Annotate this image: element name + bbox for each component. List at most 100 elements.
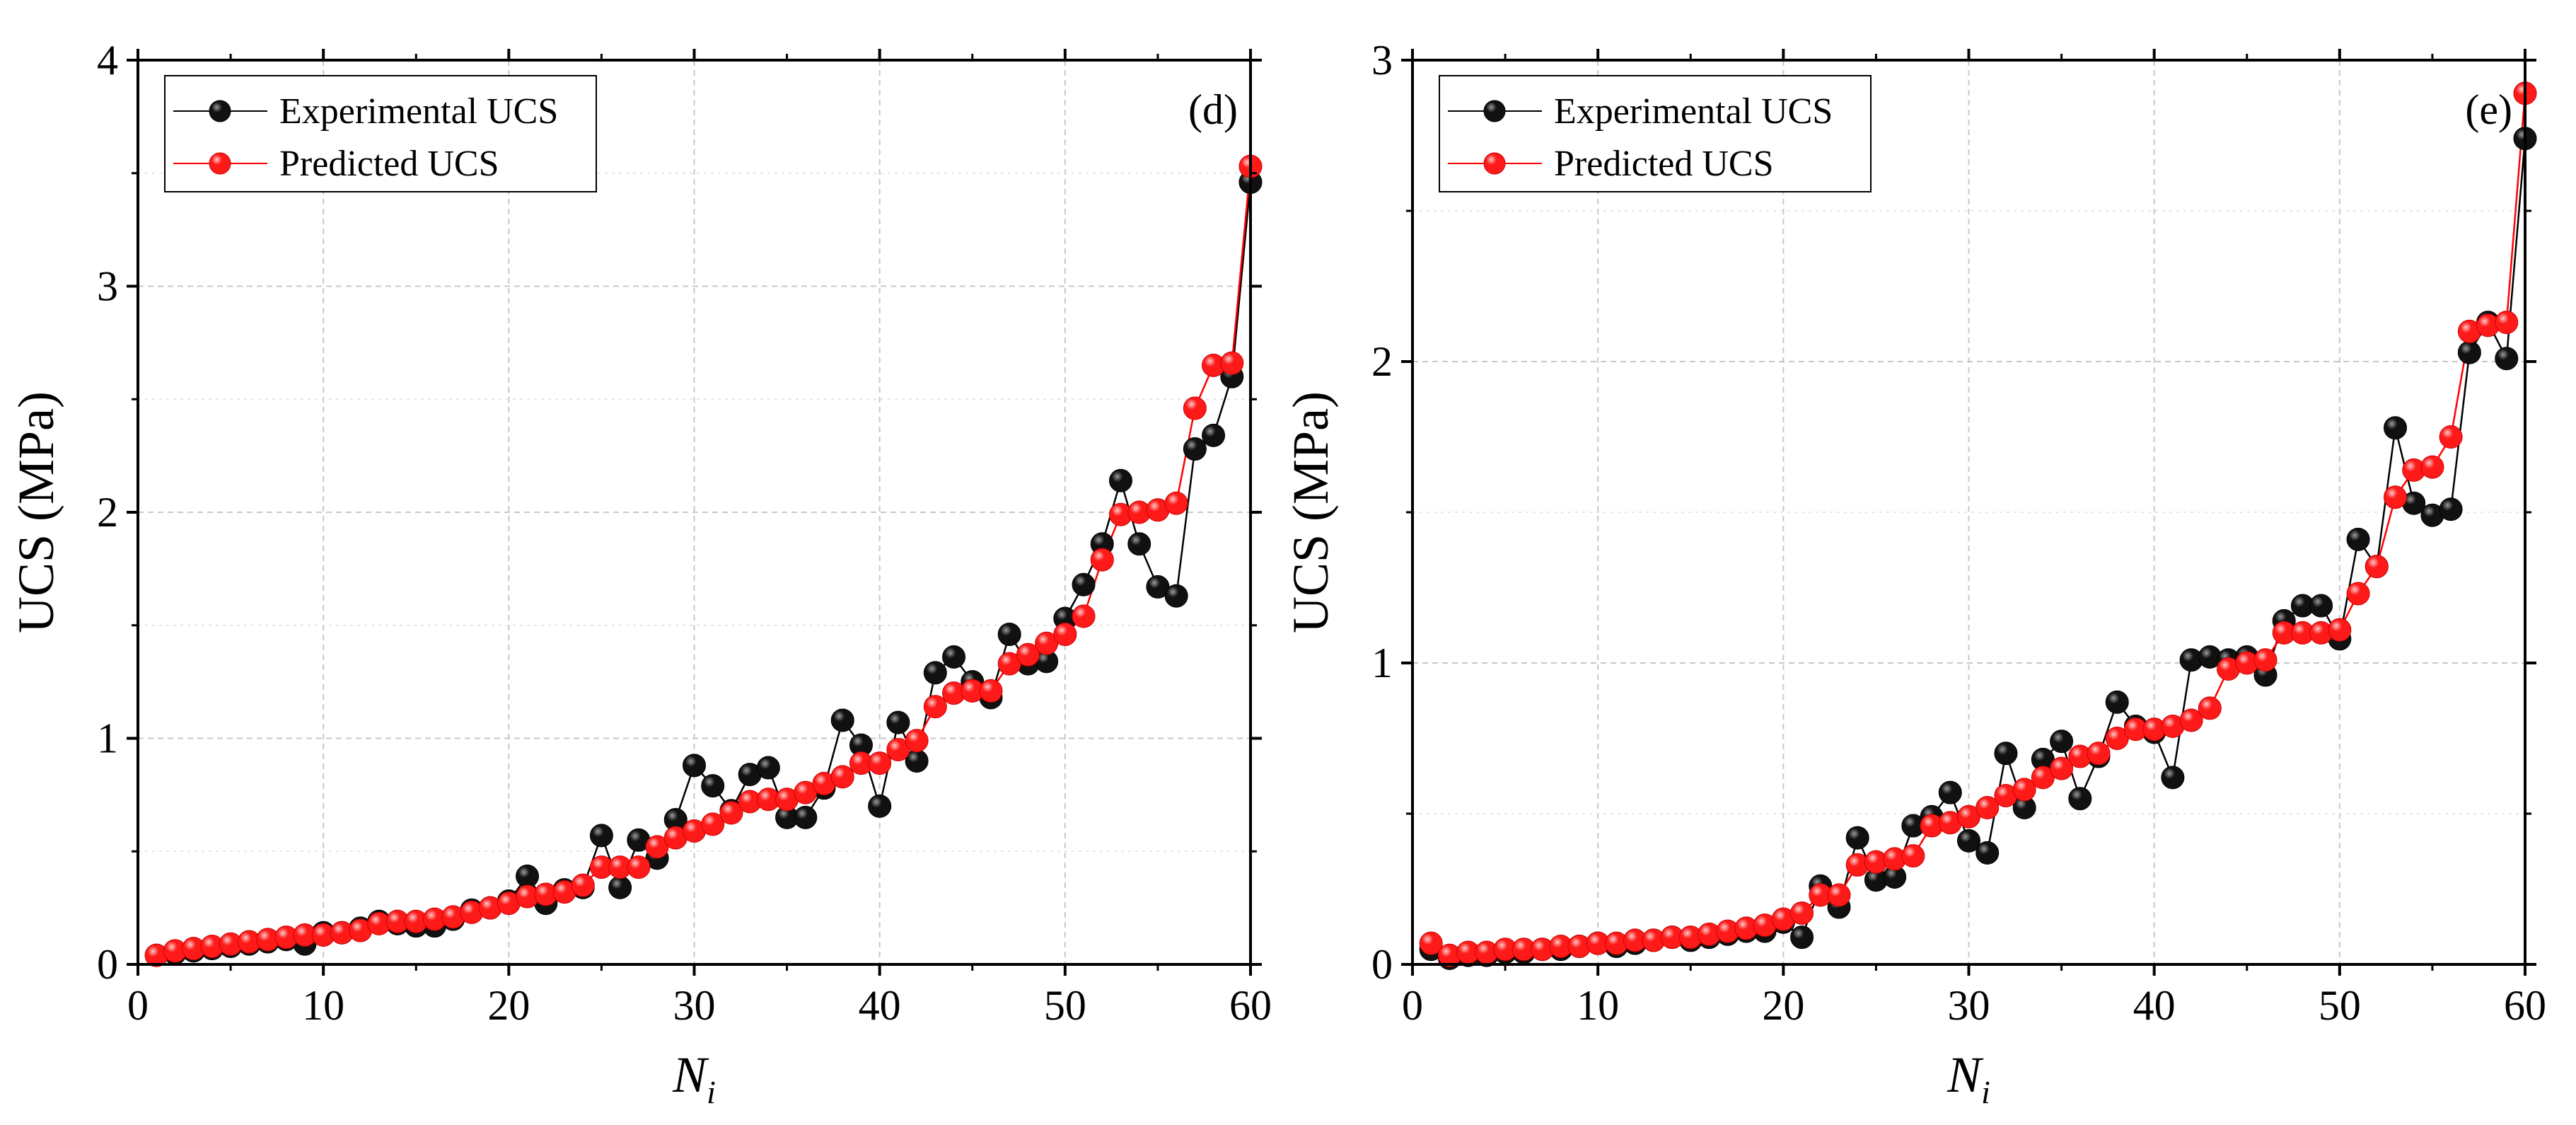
x-tick-label: 60 [1229,982,1272,1029]
x-tick-label: 60 [2504,982,2546,1029]
data-point [701,812,725,836]
x-tick-label: 0 [127,982,149,1029]
data-point [2439,425,2463,449]
data-point [1183,396,1207,420]
data-point [683,754,706,778]
data-point [2346,582,2370,606]
series-layer [1419,81,2537,970]
data-point [2050,756,2074,780]
data-point [2161,766,2185,790]
data-point [1072,604,1096,628]
grid-lines [1412,60,2525,964]
data-point [1975,841,2000,865]
x-tick-label: 40 [859,982,901,1029]
legend-marker-predicted [209,152,231,175]
x-tick-label: 50 [2319,982,2361,1029]
legend-box [1439,75,1872,192]
data-point [1202,423,1226,447]
x-tick-label: 10 [302,982,344,1029]
data-point [2105,690,2129,714]
data-point [2179,708,2203,732]
legend-marker-experimental [1483,100,1506,122]
series-markers-predicted [144,154,1263,967]
legend-marker-predicted [1483,152,1506,175]
legend: Experimental UCS Predicted UCS [164,75,597,192]
data-point [2383,416,2407,440]
x-tick-label: 10 [1577,982,1619,1029]
y-tick-label: 3 [1371,37,1393,83]
data-point [2420,455,2444,479]
data-point [2495,347,2519,371]
x-axis-title: Ni [672,1046,716,1110]
data-point [2457,340,2481,364]
panel-label: (e) [2465,86,2512,133]
data-point [868,751,892,775]
y-axis-title: UCS (MPa) [8,391,64,633]
data-point [1053,623,1077,647]
data-point [1220,351,1244,375]
y-tick-label: 2 [1371,338,1393,385]
data-point [923,661,947,685]
data-point [997,623,1021,647]
series-layer [144,154,1263,967]
x-tick-label: 50 [1044,982,1086,1029]
data-point [1164,584,1188,608]
y-tick-label: 3 [97,263,118,310]
x-axis-title-main: N [672,1046,709,1103]
data-point [571,873,595,897]
chart-panel-e: 0 10 20 30 40 50 60 0 1 2 3 UCS (MPa) Ni (e) Exper… [1282,37,2546,1110]
data-point [2439,497,2463,521]
data-point [1072,572,1096,596]
data-point [905,729,929,753]
data-point [627,855,651,879]
data-point [830,765,854,789]
data-point [1183,437,1207,461]
y-tick-label: 0 [1371,941,1393,988]
y-tick-label: 0 [97,941,118,988]
data-point [1994,742,2018,766]
axis-ticks: 0 10 20 30 40 50 60 0 1 2 3 [1371,37,2546,1029]
x-tick-label: 30 [673,982,716,1029]
legend-label-experimental: Experimental UCS [279,91,558,132]
x-axis-title-main: N [1946,1046,1984,1103]
data-point [1790,901,1814,925]
data-point [2253,648,2278,672]
legend-label-experimental: Experimental UCS [1554,91,1833,132]
y-axis-title: UCS (MPa) [1282,391,1339,633]
data-point [1016,642,1040,667]
legend-box [164,75,597,192]
data-point [756,756,780,780]
x-tick-label: 20 [1762,982,1804,1029]
data-point [2012,778,2036,802]
y-tick-label: 2 [97,489,118,536]
x-tick-label: 0 [1402,982,1423,1029]
data-point [979,679,1003,703]
legend: Experimental UCS Predicted UCS [1439,75,1872,192]
x-axis-title-subscript: i [1981,1074,1990,1110]
x-tick-label: 40 [2133,982,2176,1029]
data-point [886,710,910,734]
data-point [1845,826,1869,850]
panel-label: (d) [1188,86,1238,133]
data-point [942,645,966,669]
y-tick-label: 1 [1371,640,1393,686]
data-point [1957,829,1980,853]
data-point [2365,555,2389,579]
legend-label-predicted: Predicted UCS [279,144,499,184]
legend-label-predicted: Predicted UCS [1554,144,1774,184]
data-point [830,708,854,732]
data-point [923,695,947,719]
data-point [2050,729,2074,754]
data-point [589,824,613,848]
data-point [868,794,892,818]
y-tick-label: 4 [97,37,118,83]
data-point [2346,527,2370,551]
axis-ticks: 0 10 20 30 40 50 60 0 1 2 3 4 [97,37,1272,1029]
x-axis-title-subscript: i [707,1074,716,1110]
data-point [2309,594,2333,618]
data-point [2495,311,2519,335]
data-point [1975,795,2000,819]
y-tick-label: 1 [97,715,118,762]
data-point [1164,491,1188,515]
